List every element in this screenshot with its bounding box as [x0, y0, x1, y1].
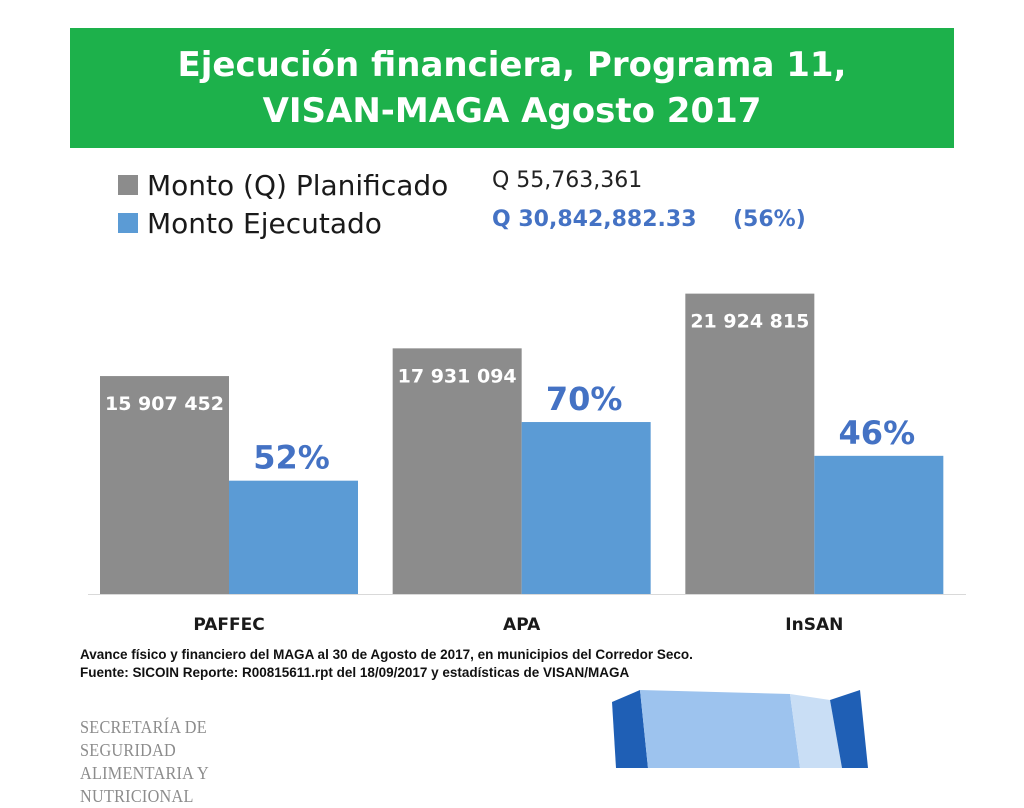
data-label-planned-paffec: 15 907 452	[105, 393, 224, 415]
footnote-line-1: Avance físico y financiero del MAGA al 3…	[80, 647, 693, 662]
legend-label-planned: Monto (Q) Planificado	[147, 168, 449, 202]
title-line-2: VISAN-MAGA Agosto 2017	[262, 91, 762, 131]
bar-planned-apa	[392, 348, 522, 594]
x-tick-label-apa: APA	[503, 615, 541, 635]
data-label-executed-insan: 46%	[839, 414, 916, 452]
organization-logo: SECRETARÍA DE SEGURIDAD ALIMENTARIA Y NU…	[80, 716, 305, 808]
logo-line-1: SECRETARÍA DE SEGURIDAD	[80, 717, 207, 760]
bar-executed-apa	[521, 422, 651, 594]
ribbon-light	[640, 690, 800, 768]
data-label-planned-apa: 17 931 094	[398, 365, 517, 387]
title-banner: Ejecución financiera, Programa 11, VISAN…	[70, 28, 954, 148]
data-label-executed-paffec: 52%	[253, 439, 330, 477]
footnote-line-2: Fuente: SICOIN Reporte: R00815611.rpt de…	[80, 665, 630, 680]
decorative-ribbons	[612, 690, 868, 768]
ribbon-dark-left	[612, 690, 648, 768]
legend-swatch-executed	[118, 213, 138, 233]
bar-executed-paffec	[229, 480, 358, 594]
bar-planned-insan	[685, 293, 815, 594]
total-executed: Q 30,842,882.33	[492, 207, 697, 232]
total-planned: Q 55,763,361	[492, 168, 643, 193]
footnote: Avance físico y financiero del MAGA al 3…	[80, 646, 693, 682]
chart-legend: Monto (Q) Planificado Monto Ejecutado	[118, 166, 448, 242]
total-executed-percent: (56%)	[733, 207, 806, 232]
bar-chart: 15 907 452 52% PAFFEC 17 931 094 70% APA 21 92…	[88, 293, 966, 635]
x-tick-label-insan: InSAN	[785, 615, 843, 635]
bar-planned-paffec	[100, 376, 229, 594]
ribbon-pale	[790, 694, 842, 768]
bar-executed-insan	[814, 455, 944, 594]
legend-item-executed: Monto Ejecutado	[118, 204, 448, 242]
title-line-1: Ejecución financiera, Programa 11,	[177, 45, 847, 85]
legend-label-executed: Monto Ejecutado	[147, 206, 382, 240]
legend-swatch-planned	[118, 175, 138, 195]
data-label-executed-apa: 70%	[546, 380, 623, 418]
legend-item-planned: Monto (Q) Planificado	[118, 166, 448, 204]
logo-line-2: ALIMENTARIA Y NUTRICIONAL	[80, 763, 209, 806]
ribbon-dark-right	[830, 690, 868, 768]
data-label-planned-insan: 21 924 815	[690, 311, 809, 333]
x-tick-label-paffec: PAFFEC	[193, 615, 264, 635]
